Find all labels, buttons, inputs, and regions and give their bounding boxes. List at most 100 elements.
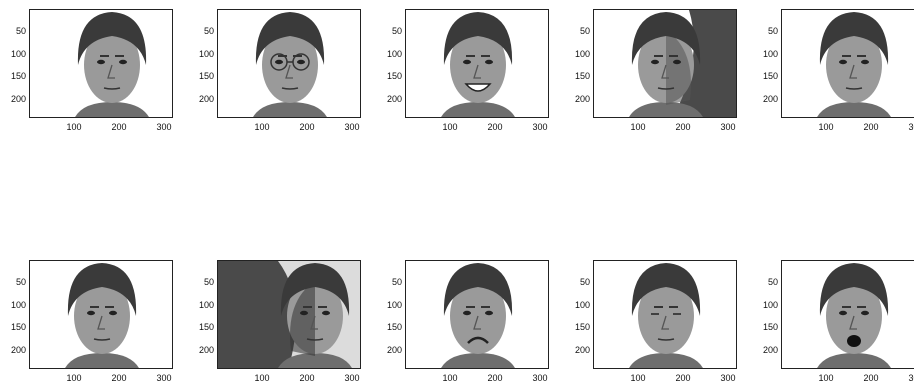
x-tick-label: 300	[720, 122, 736, 132]
y-tick-label: 200	[10, 93, 26, 104]
y-tick-label: 50	[203, 26, 214, 37]
face-panel: 50 100 150 200 100 200 300	[379, 260, 553, 385]
y-tick-label: 150	[198, 71, 214, 82]
face-panel: 50 100 150 200 100 200 300	[755, 260, 914, 385]
y-tick-label: 150	[10, 322, 26, 333]
x-tick-label: 100	[66, 373, 82, 383]
face-image-10	[817, 263, 891, 368]
x-tick-label: 300	[532, 373, 548, 383]
face-image-8	[441, 263, 515, 368]
y-tick-label: 200	[574, 93, 590, 104]
face-panel: 50 100 150 200 100 200 300	[191, 9, 365, 134]
x-tick-label: 300	[532, 122, 548, 132]
y-tick-label: 50	[579, 277, 590, 288]
y-tick-label: 50	[15, 26, 26, 37]
x-tick-label: 300	[344, 373, 360, 383]
x-tick-label: 100	[254, 373, 270, 383]
y-tick-label: 200	[198, 344, 214, 355]
image-axes	[593, 9, 737, 118]
face-panel: 50 100 150 200 100 200 300	[191, 260, 365, 385]
image-axes	[29, 9, 173, 118]
face-image-5	[817, 12, 891, 117]
y-tick-label: 200	[386, 93, 402, 104]
x-tick-label: 300	[720, 373, 736, 383]
x-tick-label: 200	[111, 373, 127, 383]
y-tick-label: 50	[15, 277, 26, 288]
y-tick-label: 100	[762, 48, 778, 59]
x-tick-label: 100	[442, 373, 458, 383]
x-tick-label: 200	[863, 122, 879, 132]
x-tick-label: 100	[442, 122, 458, 132]
y-tick-label: 50	[203, 277, 214, 288]
face-panel: 50 100 150 200 100 200 300	[567, 260, 741, 385]
y-tick-label: 50	[767, 26, 778, 37]
y-tick-label: 150	[762, 322, 778, 333]
x-tick-label: 100	[630, 373, 646, 383]
x-tick-label: 200	[299, 373, 315, 383]
image-axes	[405, 260, 549, 369]
face-image-9	[629, 263, 703, 368]
y-tick-label: 50	[767, 277, 778, 288]
x-tick-label: 300	[156, 122, 172, 132]
x-tick-label: 100	[818, 122, 834, 132]
x-tick-label: 200	[487, 373, 503, 383]
y-tick-label: 100	[574, 299, 590, 310]
face-panel: 50 100 150 200 100 200 300	[379, 9, 553, 134]
face-image-2	[253, 12, 327, 117]
x-tick-label: 100	[630, 122, 646, 132]
x-tick-label: 100	[66, 122, 82, 132]
y-tick-label: 50	[391, 277, 402, 288]
x-tick-label: 200	[863, 373, 879, 383]
image-axes	[217, 260, 361, 369]
y-tick-label: 100	[198, 48, 214, 59]
y-tick-label: 100	[386, 48, 402, 59]
y-tick-label: 150	[10, 71, 26, 82]
y-tick-label: 150	[386, 71, 402, 82]
y-tick-label: 200	[10, 344, 26, 355]
x-tick-label: 200	[111, 122, 127, 132]
x-tick-label: 300	[908, 373, 914, 383]
x-tick-label: 100	[254, 122, 270, 132]
y-tick-label: 200	[198, 93, 214, 104]
image-axes	[217, 9, 361, 118]
x-tick-label: 300	[156, 373, 172, 383]
y-tick-label: 100	[762, 299, 778, 310]
face-image-1	[75, 12, 149, 117]
face-image-6	[65, 263, 139, 368]
x-tick-label: 200	[487, 122, 503, 132]
y-tick-label: 100	[198, 299, 214, 310]
x-tick-label: 300	[908, 122, 914, 132]
image-axes	[29, 260, 173, 369]
y-tick-label: 150	[574, 322, 590, 333]
x-tick-label: 200	[675, 122, 691, 132]
face-panel: 50 100 150 200 100 200 300	[3, 9, 177, 134]
y-tick-label: 50	[391, 26, 402, 37]
y-tick-label: 200	[762, 93, 778, 104]
face-image-3	[441, 12, 515, 117]
y-tick-label: 150	[762, 71, 778, 82]
image-axes	[405, 9, 549, 118]
image-axes	[781, 9, 914, 118]
face-panel: 50 100 150 200 100 200 300	[567, 9, 741, 134]
y-tick-label: 100	[10, 299, 26, 310]
face-panel: 50 100 150 200 100 200 300	[755, 9, 914, 134]
x-tick-label: 100	[818, 373, 834, 383]
y-tick-label: 200	[762, 344, 778, 355]
y-tick-label: 50	[579, 26, 590, 37]
y-tick-label: 150	[574, 71, 590, 82]
y-tick-label: 150	[198, 322, 214, 333]
x-tick-label: 300	[344, 122, 360, 132]
x-tick-label: 200	[299, 122, 315, 132]
y-tick-label: 100	[574, 48, 590, 59]
image-axes	[593, 260, 737, 369]
y-tick-label: 200	[574, 344, 590, 355]
y-tick-label: 150	[386, 322, 402, 333]
y-tick-label: 100	[10, 48, 26, 59]
face-image-4	[629, 10, 736, 117]
face-panel: 50 100 150 200 100 200 300	[3, 260, 177, 385]
x-tick-label: 200	[675, 373, 691, 383]
image-axes	[781, 260, 914, 369]
y-tick-label: 200	[386, 344, 402, 355]
face-image-7	[218, 261, 360, 368]
y-tick-label: 100	[386, 299, 402, 310]
